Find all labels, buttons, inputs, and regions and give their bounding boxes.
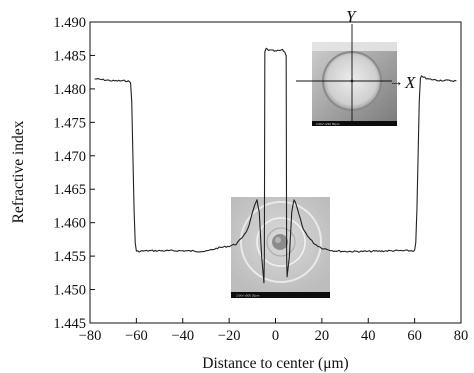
- y-tick-label: 1.450: [53, 283, 86, 299]
- y-tick-label: 1.465: [53, 182, 86, 198]
- y-tick-label: 1.475: [53, 115, 86, 131]
- y-tick-label: 1.490: [53, 15, 86, 31]
- y-axis-title: Refractive index: [10, 120, 27, 223]
- x-tick-label: −20: [218, 328, 241, 344]
- x-tick-label: 60: [407, 328, 422, 344]
- x-tick-label: −40: [171, 328, 194, 344]
- x-axis-ticks: −80 −60 −40 −20 0 20 40 60 80: [79, 318, 469, 344]
- y-tick-label: 1.445: [53, 316, 86, 332]
- sem-fiber-end-face-caption: 2.0kV x500 20μm: [236, 294, 260, 298]
- y-axis-ticks: 1.445 1.450 1.455 1.460 1.465 1.470 1.475 1.480…: [53, 15, 95, 332]
- x-tick-label: −60: [125, 328, 148, 344]
- series-layer: [94, 47, 457, 284]
- inset-y-axis-letter: Y: [346, 7, 357, 26]
- y-tick-label: 1.480: [53, 82, 86, 98]
- x-tick-label: 40: [361, 328, 376, 344]
- sem-cross-section-inset: 2.0kV x230 50μm → Y X: [296, 7, 416, 126]
- y-tick-label: 1.470: [53, 149, 86, 165]
- inset-x-arrow-icon: →: [389, 74, 404, 90]
- sem-cross-section-caption: 2.0kV x230 50μm: [316, 122, 340, 126]
- y-tick-label: 1.455: [53, 249, 86, 265]
- x-tick-label: 20: [315, 328, 330, 344]
- x-axis-title: Distance to center (μm): [202, 355, 348, 372]
- inset-x-axis-letter: X: [404, 73, 416, 92]
- x-tick-label: −80: [79, 328, 102, 344]
- y-tick-label: 1.460: [53, 216, 86, 232]
- sem-fiber-end-face-inset: 2.0kV x500 20μm: [231, 197, 330, 298]
- x-tick-label: 0: [272, 328, 279, 344]
- x-tick-label: 80: [454, 328, 469, 344]
- refractive-index-profile-line: [94, 47, 457, 284]
- y-tick-label: 1.485: [53, 48, 86, 64]
